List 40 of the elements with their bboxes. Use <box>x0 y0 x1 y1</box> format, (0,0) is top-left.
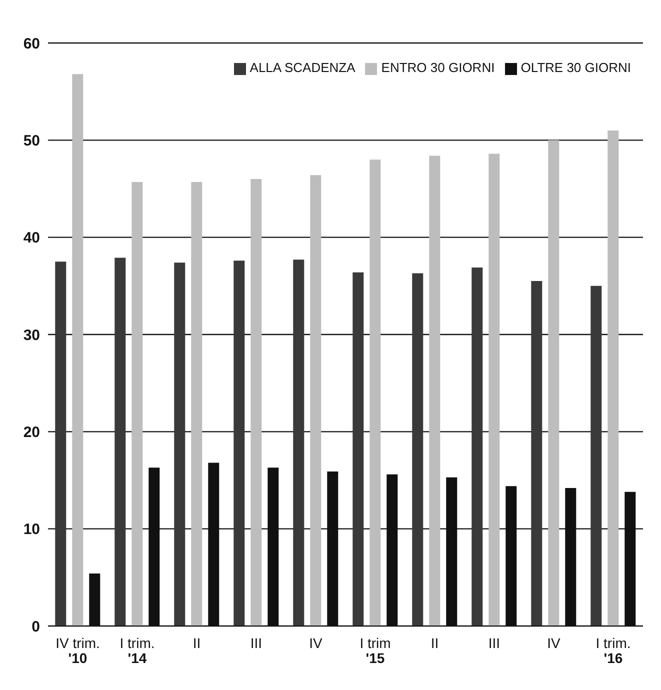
bar <box>608 130 619 626</box>
legend-label: ENTRO 30 GIORNI <box>381 60 495 75</box>
y-tick-label: 10 <box>23 521 40 538</box>
bar <box>472 267 483 626</box>
x-tick-label: III <box>488 635 500 651</box>
bar <box>174 262 186 626</box>
x-tick-label: IV trim. '10 <box>56 635 100 666</box>
bar <box>412 273 424 626</box>
x-tick-label: II <box>430 635 439 651</box>
legend-label: ALLA SCADENZA <box>250 60 356 75</box>
y-tick-label: 50 <box>23 132 40 150</box>
bar <box>250 179 262 626</box>
x-tick-label: IV <box>547 635 562 651</box>
bar <box>72 74 84 626</box>
bar <box>488 154 500 626</box>
bar <box>548 140 560 626</box>
x-tick-label: I trim '15 <box>360 635 391 666</box>
bar <box>531 281 542 626</box>
bar <box>114 258 126 626</box>
bar <box>55 262 66 626</box>
y-tick-label: 20 <box>23 424 40 441</box>
legend-label: OLTRE 30 GIORNI <box>520 60 631 75</box>
bar <box>590 286 602 626</box>
y-tick-label: 60 <box>23 35 40 52</box>
x-tick-label: I trim. '14 <box>120 635 155 666</box>
x-tick-label: I trim. '16 <box>596 635 631 666</box>
bar <box>352 272 364 626</box>
y-tick-label: 30 <box>23 326 40 344</box>
x-tick-label: III <box>250 635 262 651</box>
x-tick-label: IV <box>309 635 324 651</box>
y-tick-label: 0 <box>32 618 40 636</box>
bar <box>370 160 381 626</box>
x-tick-label: II <box>192 635 201 651</box>
bar <box>310 175 322 626</box>
bar <box>293 260 304 626</box>
bar <box>234 260 245 626</box>
bar <box>132 182 143 626</box>
y-tick-label: 40 <box>23 230 40 247</box>
bar <box>429 156 440 626</box>
bar <box>191 182 202 626</box>
